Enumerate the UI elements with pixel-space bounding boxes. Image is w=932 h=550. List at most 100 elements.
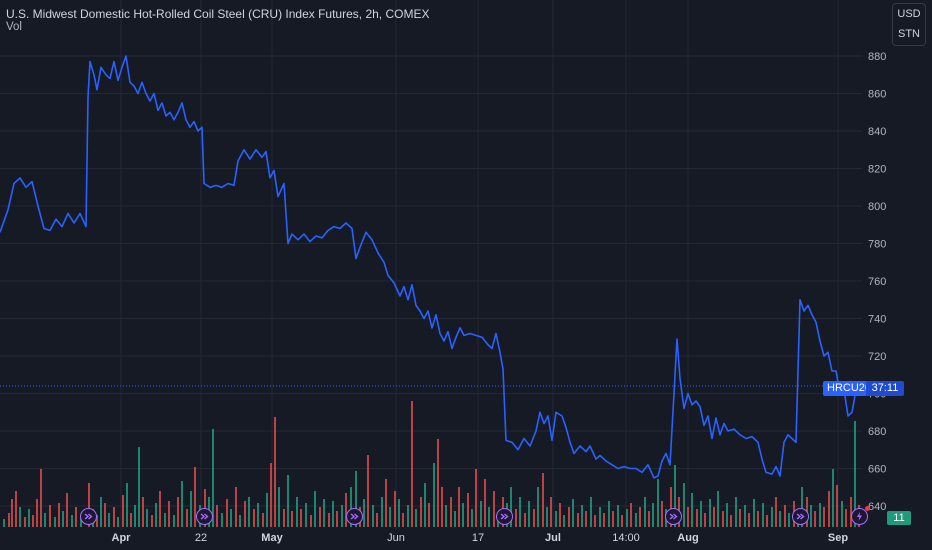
bar-countdown-tag: 37:11	[866, 381, 904, 396]
volume-bar	[328, 513, 330, 527]
volume-bar	[546, 507, 548, 527]
volume-bar	[841, 501, 843, 527]
volume-bar	[687, 507, 689, 527]
volume-bar	[480, 501, 482, 527]
volume-indicator-label[interactable]: Vol	[6, 21, 22, 33]
y-tick-label: 640	[868, 501, 886, 513]
volume-bar	[402, 513, 404, 527]
volume-bar	[194, 467, 196, 527]
volume-bar	[704, 513, 706, 527]
volume-bar	[568, 507, 570, 527]
volume-bar	[493, 491, 495, 527]
price-series-line	[0, 55, 861, 479]
volume-bar	[142, 497, 144, 527]
volume-bar	[594, 515, 596, 527]
volume-bar	[585, 511, 587, 527]
volume-bar	[24, 517, 26, 527]
volume-bar	[828, 491, 830, 527]
volume-bar	[836, 485, 838, 527]
volume-value-tag: 11	[887, 511, 911, 525]
volume-bar	[814, 511, 816, 527]
volume-bar	[155, 503, 157, 527]
currency-usd-button[interactable]: USD	[892, 3, 926, 26]
volume-bar	[164, 513, 166, 527]
volume-bar	[753, 499, 755, 527]
volume-bar	[376, 513, 378, 527]
volume-bar	[441, 487, 443, 527]
volume-bar	[450, 497, 452, 527]
volume-bar	[221, 513, 223, 527]
volume-bar	[336, 511, 338, 527]
currency-stn-button[interactable]: STN	[892, 25, 926, 46]
volume-bar	[696, 509, 698, 527]
volume-bar	[581, 505, 583, 527]
volume-bar	[652, 503, 654, 527]
volume-bar	[80, 518, 82, 527]
forward-event-icon[interactable]	[665, 508, 682, 525]
forward-event-icon[interactable]	[496, 508, 513, 525]
y-tick-label: 800	[868, 201, 886, 213]
time-axis[interactable]: Apr 22 May Jun 17 Jul 14:00 Aug Sep	[112, 532, 849, 544]
volume-bar	[572, 499, 574, 527]
volume-bar	[58, 503, 60, 527]
forward-event-icon[interactable]	[346, 508, 363, 525]
volume-bar	[355, 471, 357, 527]
volume-bar	[341, 505, 343, 527]
volume-bars	[3, 401, 860, 527]
forward-event-icon[interactable]	[196, 508, 213, 525]
volume-bar	[766, 515, 768, 527]
volume-bar	[559, 503, 561, 527]
volume-bar	[407, 505, 409, 527]
volume-bar	[287, 475, 289, 527]
volume-bar	[305, 503, 307, 527]
forward-event-icon[interactable]	[80, 508, 97, 525]
volume-bar	[713, 507, 715, 527]
forward-event-icon[interactable]	[792, 508, 809, 525]
volume-bar	[71, 515, 73, 527]
volume-bar	[823, 507, 825, 527]
grid-lines	[0, 0, 862, 530]
volume-bar	[612, 511, 614, 527]
x-tick-label: Sep	[828, 532, 848, 544]
y-tick-label: 880	[868, 51, 886, 63]
volume-bar	[212, 429, 214, 527]
volume-bar	[420, 497, 422, 527]
x-tick-label: Jun	[387, 532, 405, 544]
volume-bar	[617, 505, 619, 527]
x-tick-label: Jul	[545, 532, 561, 544]
volume-bar	[100, 497, 102, 527]
volume-bar	[819, 503, 821, 527]
volume-bar	[177, 497, 179, 527]
volume-bar	[66, 493, 68, 527]
volume-bar	[771, 507, 773, 527]
volume-bar	[19, 507, 21, 527]
volume-bar	[190, 491, 192, 527]
volume-bar	[648, 511, 650, 527]
volume-bar	[40, 469, 42, 527]
x-tick-label: Apr	[112, 532, 132, 544]
volume-bar	[744, 505, 746, 527]
volume-bar	[810, 505, 812, 527]
volume-bar	[762, 503, 764, 527]
volume-bar	[577, 513, 579, 527]
volume-bar	[345, 493, 347, 527]
volume-bar	[779, 511, 781, 527]
lightning-event-icon[interactable]	[851, 506, 870, 525]
volume-bar	[608, 501, 610, 527]
volume-bar	[274, 417, 276, 527]
volume-bar	[126, 483, 128, 527]
volume-bar	[138, 447, 140, 527]
volume-bar	[590, 497, 592, 527]
volume-bar	[433, 463, 435, 527]
volume-bar	[270, 463, 272, 527]
volume-bar	[389, 507, 391, 527]
volume-bar	[519, 497, 521, 527]
volume-bar	[603, 513, 605, 527]
price-axis[interactable]: 640660680700720740760780800820840860880	[868, 51, 886, 513]
volume-bar	[104, 503, 106, 527]
volume-bar	[28, 509, 30, 527]
volume-bar	[428, 503, 430, 527]
volume-bar	[151, 515, 153, 527]
volume-bar	[424, 483, 426, 527]
